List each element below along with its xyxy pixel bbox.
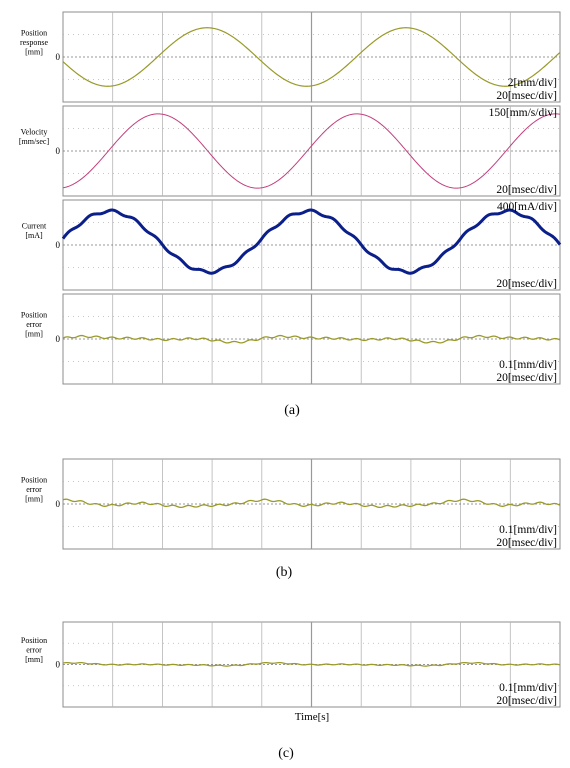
ylabel-line: [mm/sec]	[19, 137, 50, 146]
ylabel-line: Current	[22, 221, 47, 230]
scale-label-time: 20[msec/div]	[496, 372, 557, 384]
ylabel-line: Position	[21, 476, 47, 485]
ylabel-line: [mm]	[25, 330, 43, 339]
zero-label: 0	[56, 499, 61, 509]
caption-b: (b)	[276, 565, 293, 580]
series-line-a-error	[62, 334, 561, 344]
scale-label-amplitude: 150[mm/s/div]	[489, 107, 557, 119]
zero-label: 0	[56, 146, 61, 156]
series-line-a-velocity	[62, 113, 561, 189]
scale-label-time: 20[msec/div]	[496, 278, 557, 290]
series-line-c-error	[62, 661, 561, 667]
scale-label-amplitude: 2[mm/div]	[508, 77, 557, 89]
zero-label: 0	[56, 660, 61, 670]
ylabel-line: error	[26, 646, 42, 655]
ylabel-line: Position	[21, 636, 47, 645]
x-axis-label: Time[s]	[295, 711, 329, 723]
ylabel-line: [mm]	[25, 48, 43, 57]
series-line-a-current	[61, 208, 562, 275]
panel-a-velocity: Velocity[mm/sec] 0 150[mm/s/div] 20[msec/di…	[19, 105, 561, 197]
panel-a-current: Current[mA] 0 400[mA/div] 20[msec/div]	[22, 199, 562, 291]
ylabel-line: [mA]	[25, 231, 43, 240]
scale-label-time: 20[msec/div]	[496, 695, 557, 707]
caption-c: (c)	[278, 746, 294, 761]
ylabel-line: [mm]	[25, 655, 43, 664]
series-line-b-error	[62, 498, 561, 509]
scale-label-amplitude: 0.1[mm/div]	[499, 682, 557, 694]
scale-label-amplitude: 400[mA/div]	[497, 201, 557, 213]
caption-a: (a)	[284, 403, 300, 418]
zero-label: 0	[56, 240, 61, 250]
scale-label-time: 20[msec/div]	[496, 184, 557, 196]
ylabel-line: error	[26, 320, 42, 329]
ylabel-line: Position	[21, 29, 47, 38]
scale-label-amplitude: 0.1[mm/div]	[499, 524, 557, 536]
ylabel-line: response	[20, 38, 48, 47]
zero-label: 0	[56, 334, 61, 344]
scale-label-amplitude: 0.1[mm/div]	[499, 359, 557, 371]
series-line-a-position	[62, 27, 561, 87]
zero-label: 0	[56, 52, 61, 62]
ylabel-line: [mm]	[25, 495, 43, 504]
ylabel-line: Position	[21, 311, 47, 320]
ylabel-line: Velocity	[21, 127, 48, 136]
scale-label-time: 20[msec/div]	[496, 90, 557, 102]
scale-label-time: 20[msec/div]	[496, 537, 557, 549]
ylabel-line: error	[26, 485, 42, 494]
